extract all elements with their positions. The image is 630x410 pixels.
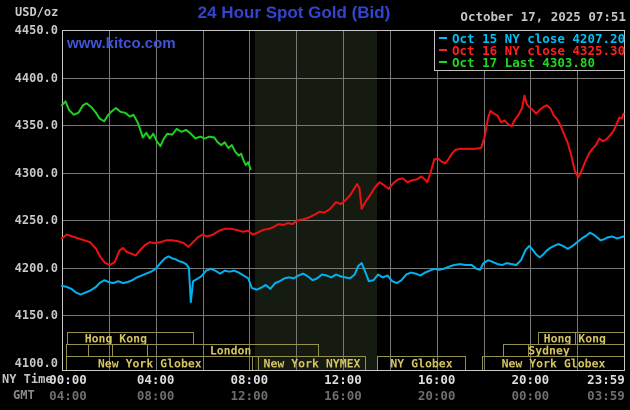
legend-label: Oct 16 NY close 4325.30 [452,42,626,58]
session-label: Hong Kong [544,332,606,346]
gmt-tick-label: 20:00 [417,388,456,403]
y-tick-label: 4200.0 [14,260,58,275]
gmt-tick-label: 16:00 [324,388,362,403]
chart-timestamp: October 17, 2025 07:51 [460,9,626,24]
legend-label: Oct 15 NY close 4207.20 [452,30,626,46]
session-label: NY Globex [390,357,452,371]
ny-time-tick-label: 16:00 [417,372,456,387]
ny-time-tick-label: 23:59 [587,372,625,387]
kitco-watermark-link[interactable]: www.kitco.com [67,35,176,52]
series-line-oct-16 [61,94,625,266]
legend-row: Oct 17 Last 4303.80 [438,54,624,70]
legend-dash-marker [439,37,447,39]
y-tick-label: 4350.0 [14,118,58,133]
session-label: New York NYMEX [264,357,361,371]
nymex-session-band [254,30,377,370]
y-tick-label: 4300.0 [14,165,58,180]
gmt-tick-label: 03:59 [587,388,625,403]
ny-time-tick-label: 12:00 [324,372,362,387]
legend: Oct 15 NY close 4207.20 Oct 16 NY close 4… [434,30,626,71]
y-axis-units-label: USD/oz [15,5,59,19]
series-line-oct-17 [61,100,252,171]
ny-time-tick-label: 04:00 [136,372,175,387]
gmt-tick-label: 04:00 [49,388,87,403]
gmt-tick-label: 00:00 [511,388,550,403]
legend-dash-marker [439,61,447,63]
y-tick-label: 4100.0 [14,356,58,370]
ny-time-tick-label: 00:00 [49,372,87,387]
y-tick-label: 4250.0 [14,213,58,228]
ny-time-tick-label: 08:00 [230,372,269,387]
gmt-row-label: GMT [13,388,35,402]
session-label: New York Globex [98,357,202,371]
session-label: London [210,344,252,358]
chart-title: 24 Hour Spot Gold (Bid) [197,3,391,22]
legend-row: Oct 15 NY close 4207.20 [438,30,626,46]
y-tick-label: 4450.0 [14,23,58,37]
ny-time-row-label: NY Time [2,372,53,386]
y-tick-label: 4150.0 [14,308,58,323]
session-label: Sydney [528,344,570,358]
gmt-tick-label: 12:00 [230,388,269,403]
gmt-tick-label: 08:00 [136,388,175,403]
legend-dash-marker [439,49,447,51]
ny-time-tick-label: 20:00 [511,372,550,387]
session-label: New York Globex [502,357,606,371]
series-line-oct-15 [61,231,625,304]
plot-border [62,30,625,371]
y-tick-label: 4400.0 [14,70,58,85]
session-label: Hong Kong [85,332,147,346]
legend-label: Oct 17 Last 4303.80 [452,54,595,70]
legend-row: Oct 16 NY close 4325.30 [438,42,626,58]
